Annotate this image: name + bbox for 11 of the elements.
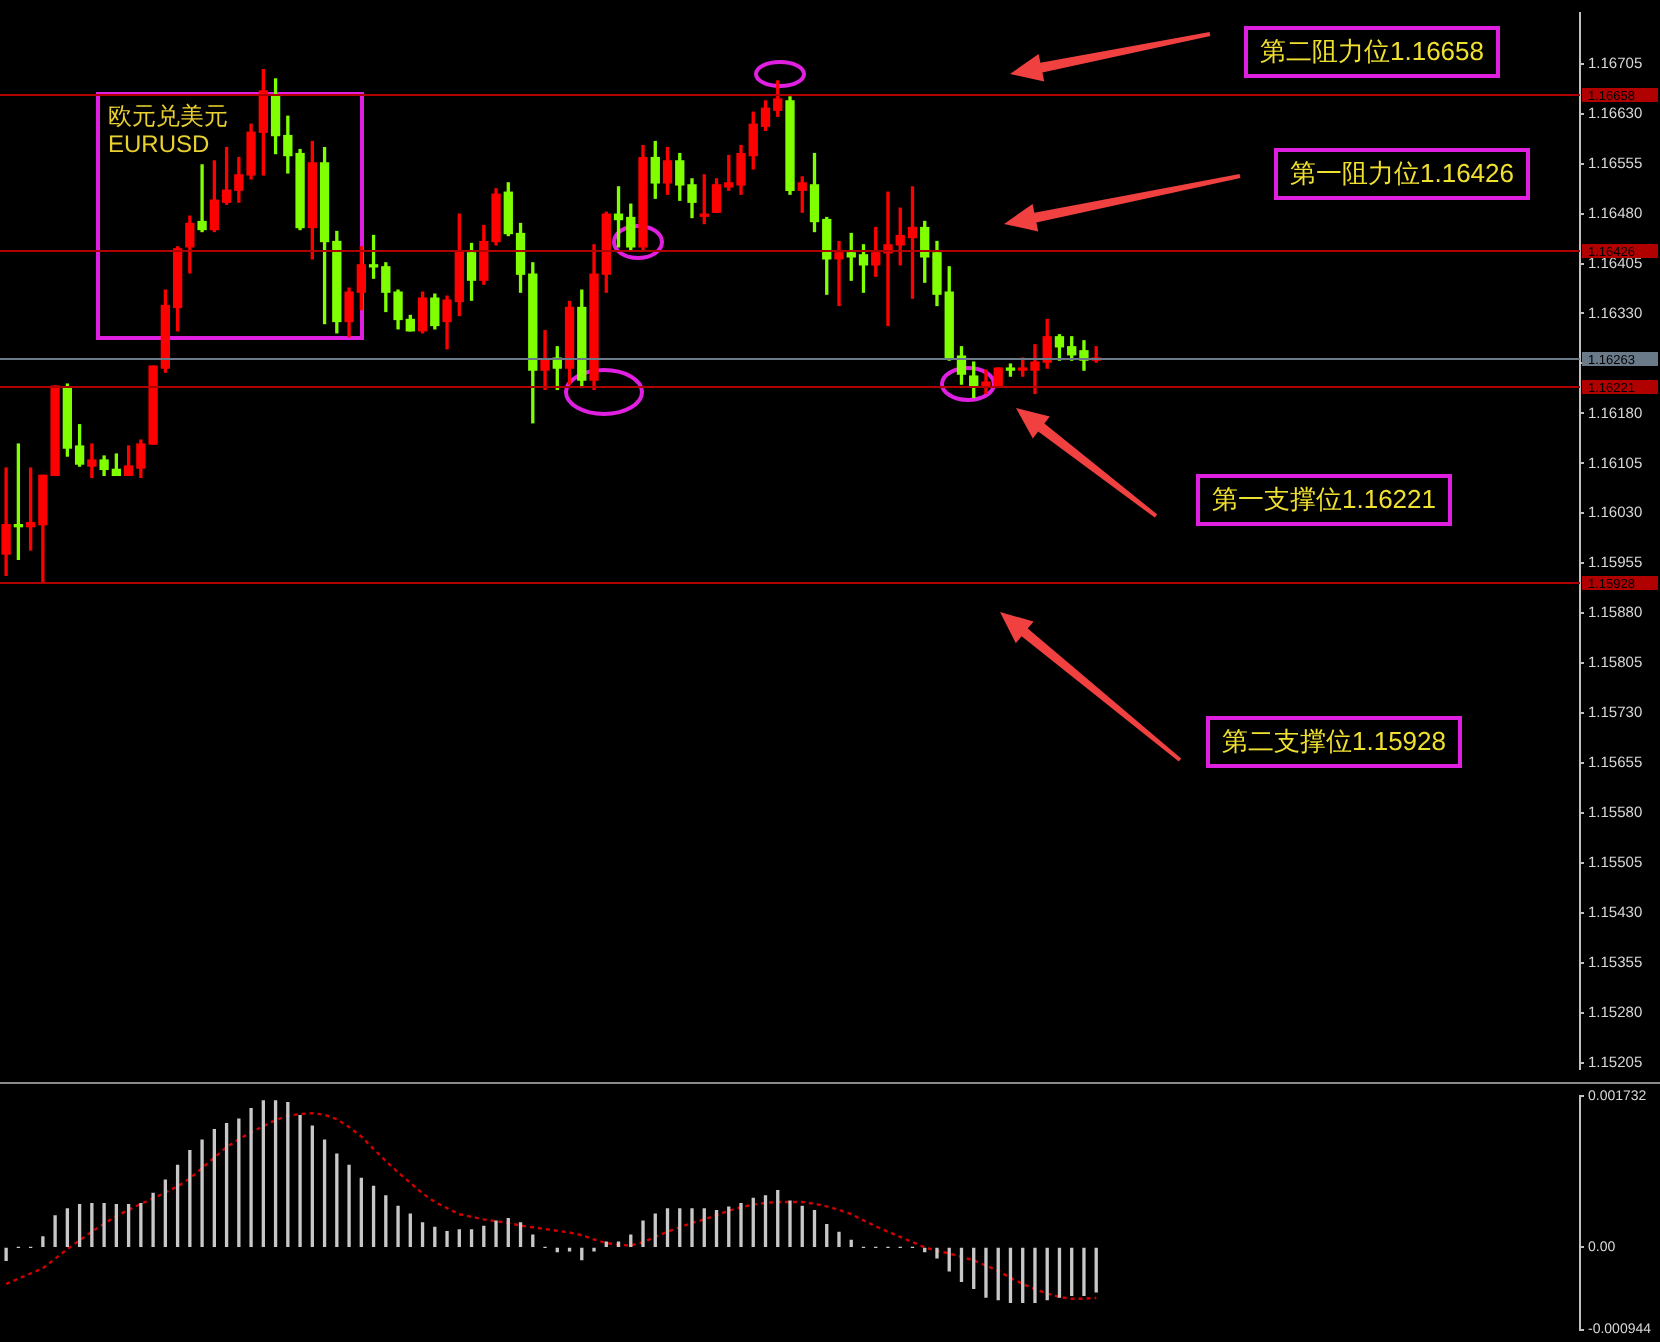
annotation: 欧元兑美元 [108,102,228,130]
annotation: 第一支撑位1.16221 [1196,474,1452,526]
candlestick [834,240,844,307]
annotation: EURUSD [108,130,210,158]
candlestick [197,164,207,233]
candlestick [540,330,550,391]
annotation: 第二阻力位1.16658 [1244,26,1500,78]
annotation: 第一阻力位1.16426 [1274,148,1530,200]
line-series [4,1111,1098,1300]
candlestick [87,443,97,479]
annotation: 第二支撑位1.15928 [1206,716,1462,768]
